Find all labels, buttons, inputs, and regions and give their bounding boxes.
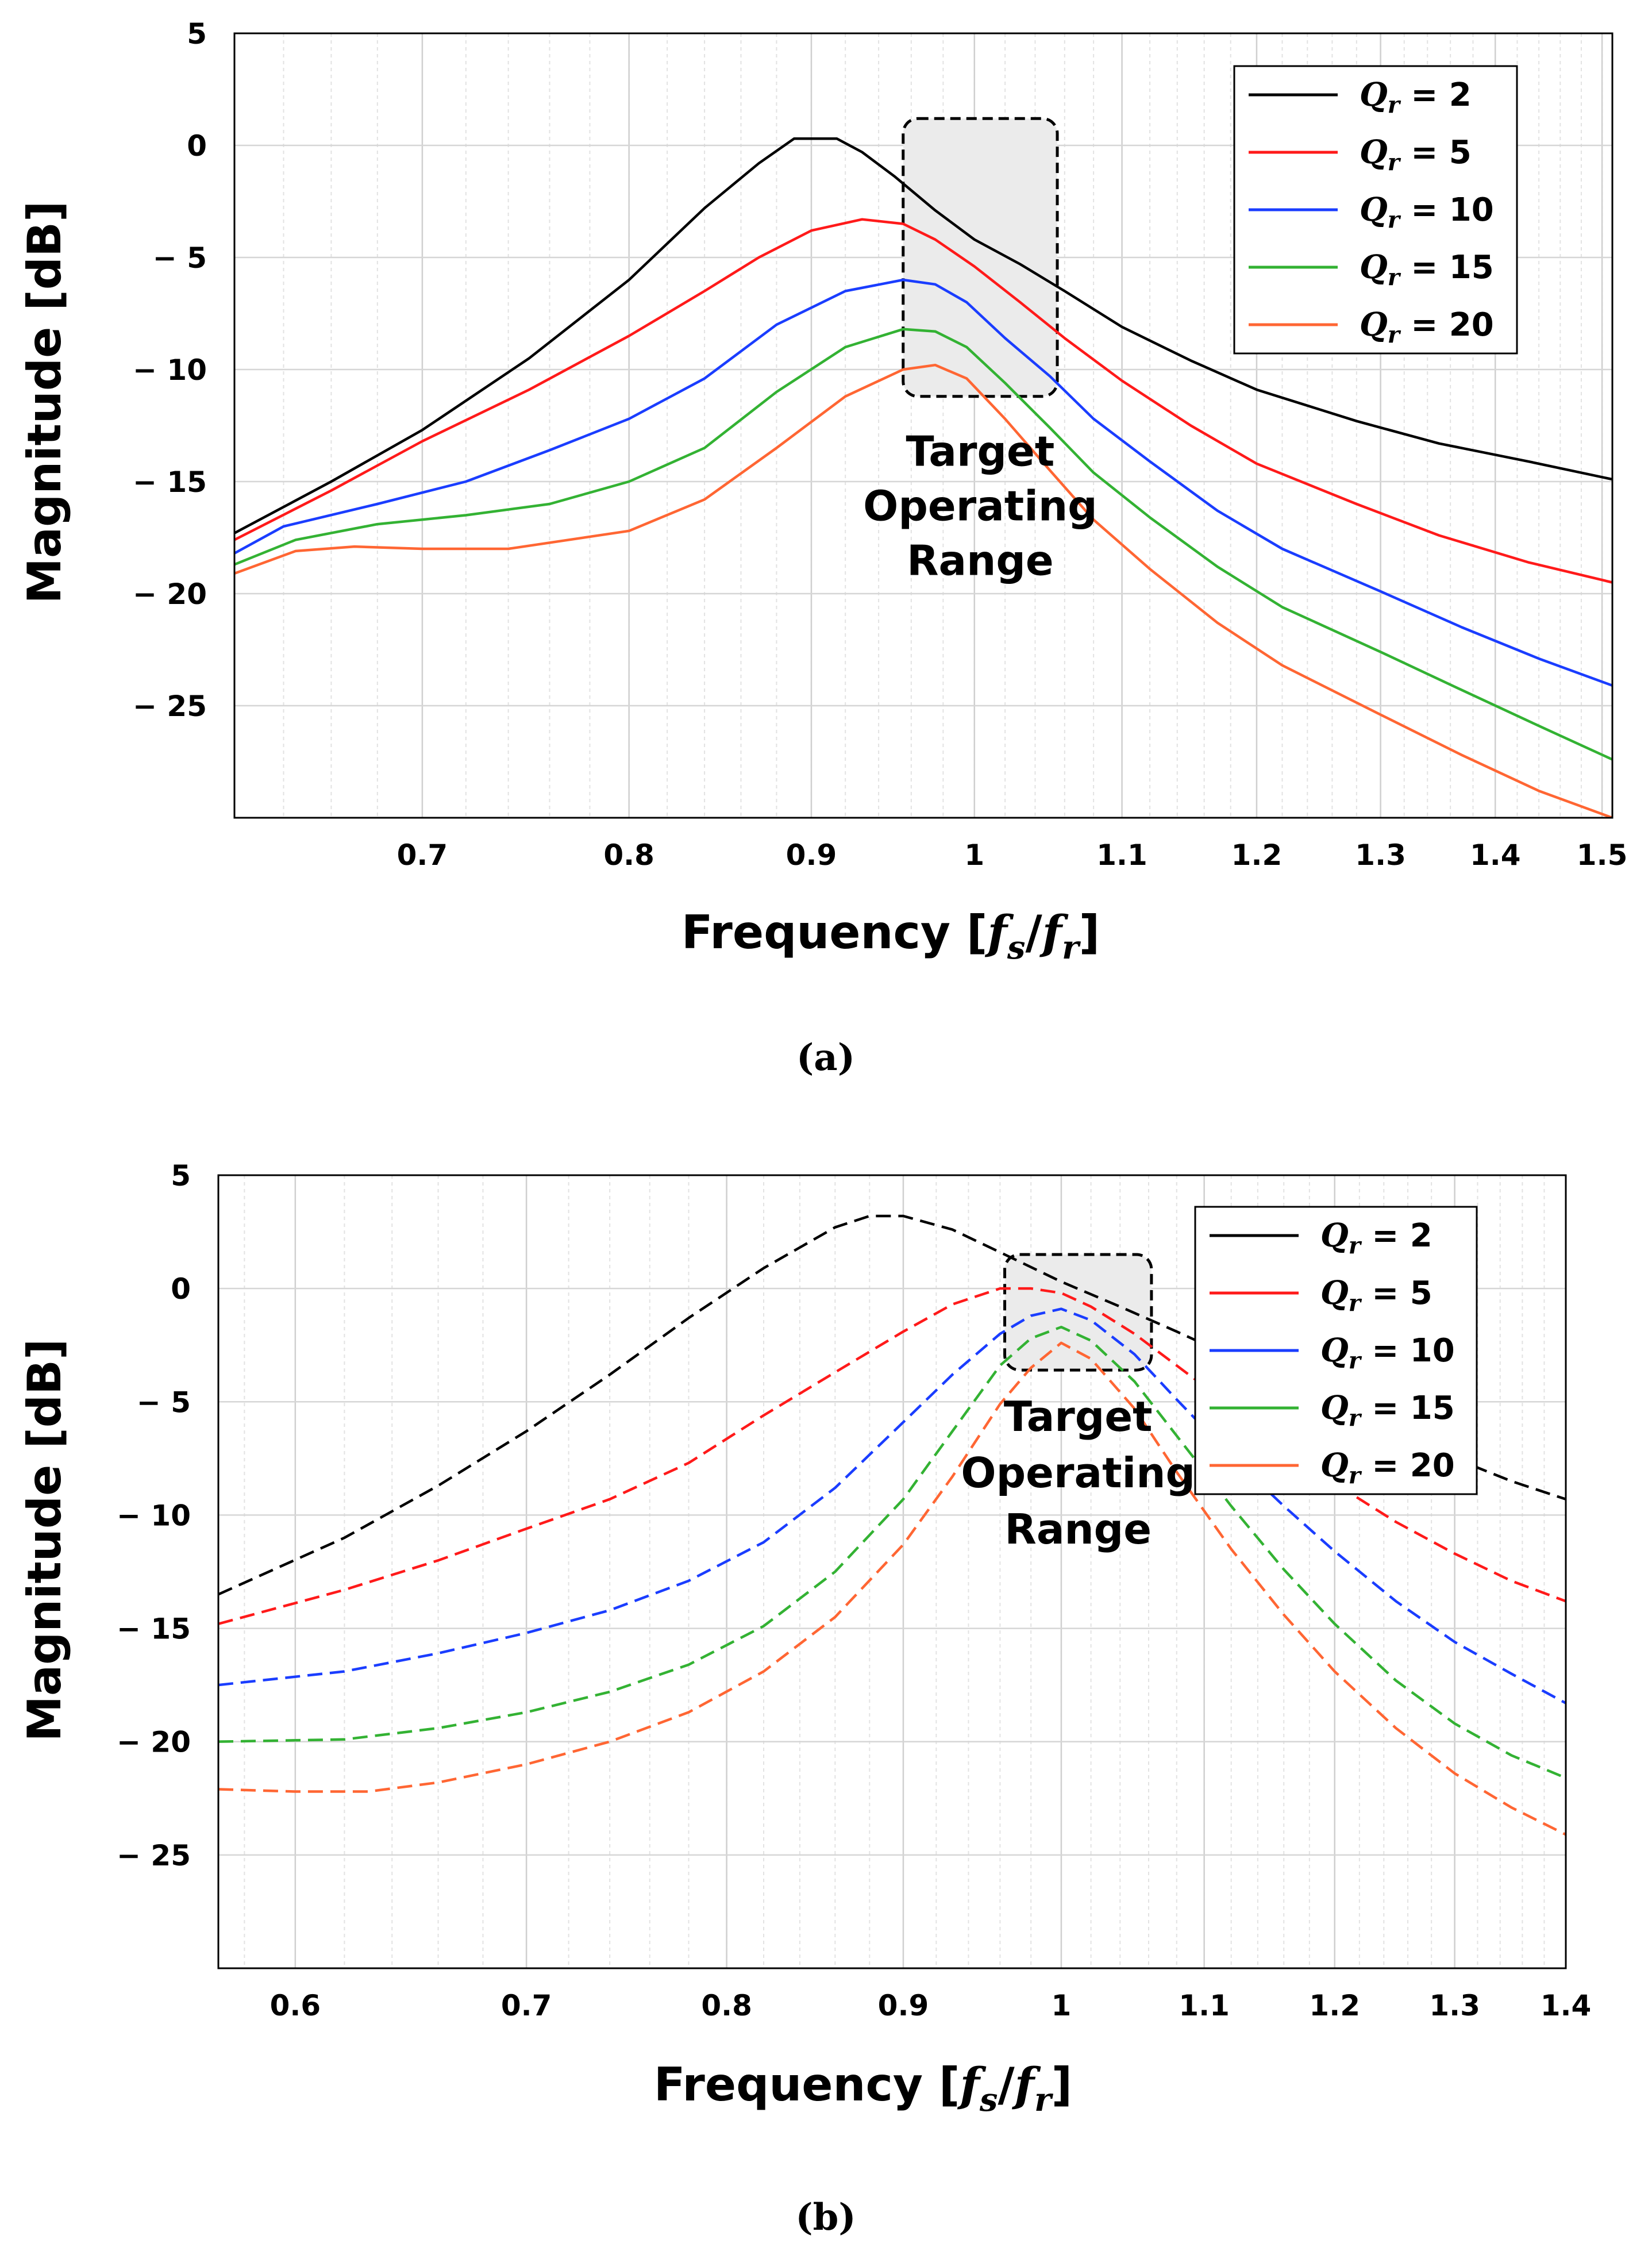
x-tick-label: 1.1 xyxy=(1096,838,1147,872)
y-tick-label: − 25 xyxy=(117,1839,191,1872)
legend-label-q5: Qr = 5 xyxy=(1360,133,1472,176)
chart-panel-b: Target Operating Range 0.6 0.7 0.8 0.9 1 1.1 1.2 1… xyxy=(18,1159,1591,2239)
x-tick-label: 1.5 xyxy=(1577,838,1628,872)
y-tick-label: − 20 xyxy=(133,578,207,611)
x-tick-label: 1.2 xyxy=(1231,838,1283,872)
annotation-line-2: Operating xyxy=(863,482,1098,530)
series-line-q15 xyxy=(234,328,1612,761)
plot-area-b: Target Operating Range 0.6 0.7 0.8 0.9 1 1.1 1.2 1… xyxy=(117,1159,1591,2022)
x-tick-label: 0.7 xyxy=(501,1989,552,2022)
x-tick-label: 1.2 xyxy=(1309,1989,1360,2022)
x-tick-label: 0.9 xyxy=(786,838,837,872)
series-group-a xyxy=(234,137,1612,818)
y-tick-label: 5 xyxy=(171,1159,191,1192)
legend-a: Qr = 2 Qr = 5 Qr = 10 Qr = 15 Qr = 20 xyxy=(1233,65,1518,355)
y-tick-label: 5 xyxy=(187,17,207,51)
y-tick-label: 0 xyxy=(171,1272,191,1306)
y-tick-label: − 10 xyxy=(117,1499,191,1532)
target-range-box-a xyxy=(902,117,1059,398)
y-tick-label: − 25 xyxy=(133,690,207,723)
x-tick-label: 1.4 xyxy=(1541,1989,1592,2022)
x-tick-label: 1.3 xyxy=(1355,838,1406,872)
y-tick-label: − 20 xyxy=(117,1726,191,1759)
plot-area-a: Target Operating Range 0.7 0.8 0.9 1 1.1 1.2 1.3 1… xyxy=(133,17,1627,872)
x-tick-label: 1 xyxy=(1052,1989,1072,2022)
series-line-q15 xyxy=(218,1325,1566,1779)
annotation-line-3: Range xyxy=(907,537,1054,585)
x-tick-label: 1.4 xyxy=(1470,838,1521,872)
series-line-q10 xyxy=(234,278,1612,687)
legend-label-q20: Qr = 20 xyxy=(1360,306,1494,348)
y-tick-label: 0 xyxy=(187,129,207,163)
x-tick-label: 0.7 xyxy=(397,838,448,872)
x-tick-label: 1.3 xyxy=(1429,1989,1480,2022)
legend-label-q2: Qr = 2 xyxy=(1320,1217,1432,1259)
legend-label-q20: Qr = 20 xyxy=(1320,1446,1455,1489)
y-tick-label: − 5 xyxy=(153,241,207,275)
x-tick-label: 0.8 xyxy=(701,1989,752,2022)
series-line-q20 xyxy=(234,363,1612,818)
x-axis-label-b: Frequency [fs/fr] xyxy=(654,2057,1072,2119)
legend-b: Qr = 2 Qr = 5 Qr = 10 Qr = 15 Qr = 20 xyxy=(1194,1206,1478,1495)
annotation-line-1: Target xyxy=(1004,1392,1153,1441)
legend-label-q15: Qr = 15 xyxy=(1360,248,1494,291)
legend-label-q10: Qr = 10 xyxy=(1320,1332,1455,1374)
target-range-box-b xyxy=(1003,1253,1153,1372)
x-tick-label: 0.6 xyxy=(270,1989,321,2022)
series-line-q2 xyxy=(234,137,1612,534)
y-tick-label: − 5 xyxy=(137,1386,191,1419)
legend-label-q10: Qr = 10 xyxy=(1360,191,1494,233)
annotation-line-1: Target xyxy=(906,428,1055,476)
annotation-line-3: Range xyxy=(1004,1505,1152,1553)
series-line-q5 xyxy=(234,218,1612,584)
axes-frame-a xyxy=(233,32,1614,819)
annotation-line-2: Operating xyxy=(961,1449,1195,1497)
legend-label-q2: Qr = 2 xyxy=(1360,76,1472,118)
y-axis-label-b: Magnitude [dB] xyxy=(18,1338,71,1741)
x-tick-label: 0.8 xyxy=(603,838,654,872)
series-line-q5 xyxy=(218,1287,1566,1625)
y-tick-label: − 10 xyxy=(133,353,207,387)
y-axis-label-a: Magnitude [dB] xyxy=(18,201,71,603)
y-tick-label: − 15 xyxy=(117,1613,191,1646)
x-tick-label: 1 xyxy=(964,838,984,872)
y-tick-label: − 15 xyxy=(133,465,207,499)
panel-caption-a: (a) xyxy=(796,1036,855,1079)
legend-label-q5: Qr = 5 xyxy=(1320,1274,1432,1317)
series-line-q20 xyxy=(218,1341,1566,1836)
axes-frame-b xyxy=(217,1174,1567,1969)
x-tick-label: 0.9 xyxy=(878,1989,929,2022)
series-line-q10 xyxy=(218,1307,1566,1704)
chart-panel-a: Target Operating Range 0.7 0.8 0.9 1 1.1 1.2 1.3 1… xyxy=(18,17,1627,1079)
series-group-b xyxy=(218,1214,1566,1836)
x-tick-label: 1.1 xyxy=(1179,1989,1230,2022)
legend-label-q15: Qr = 15 xyxy=(1320,1389,1455,1432)
x-axis-label-a: Frequency [fs/fr] xyxy=(681,905,1100,967)
panel-caption-b: (b) xyxy=(795,2196,856,2239)
